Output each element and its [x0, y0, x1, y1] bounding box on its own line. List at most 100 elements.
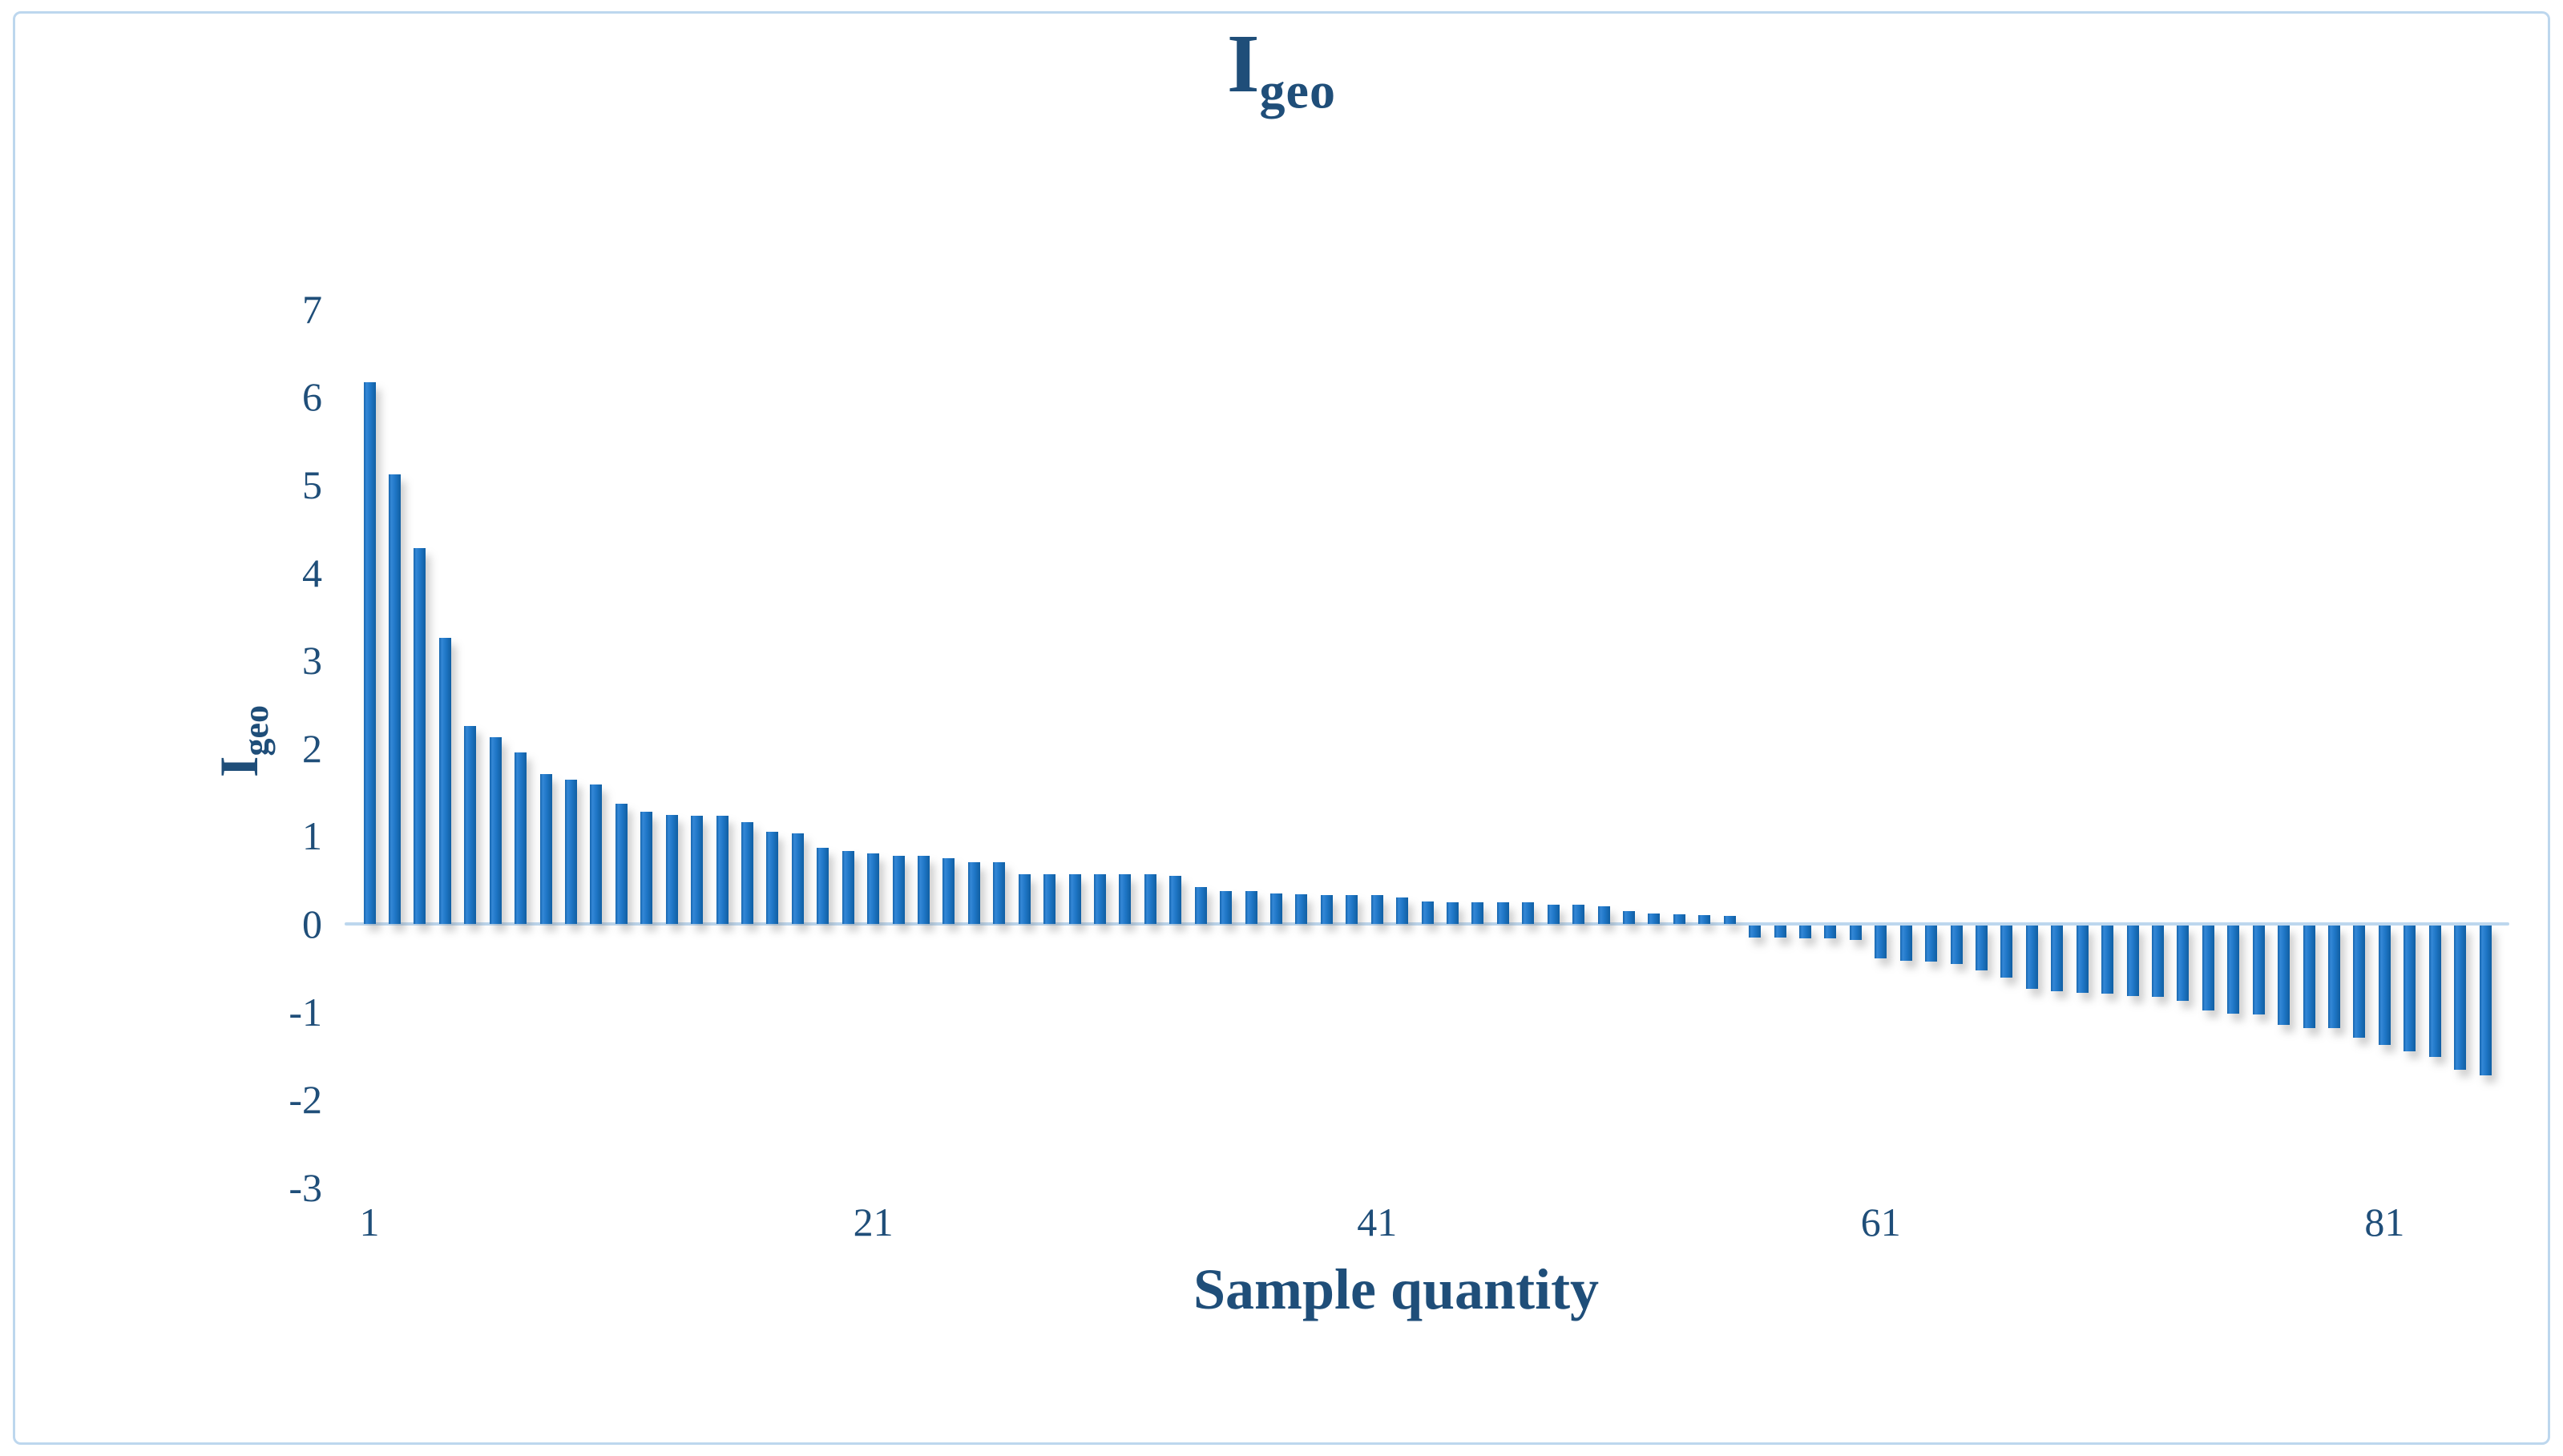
bar-sample-79 [2328, 926, 2341, 1029]
bar-sample-1 [363, 381, 376, 924]
bar-sample-44 [1446, 901, 1459, 924]
bar-sample-4 [438, 637, 451, 924]
bar-sample-54 [1698, 915, 1711, 924]
bar-sample-47 [1522, 901, 1535, 924]
bar-sample-81 [2378, 926, 2391, 1046]
bar-sample-13 [665, 815, 678, 924]
bar-sample-73 [2177, 926, 2190, 1002]
bar-sample-52 [1648, 913, 1661, 924]
bar-sample-26 [993, 862, 1006, 924]
bar-sample-55 [1723, 916, 1736, 924]
bar-sample-59 [1824, 926, 1837, 939]
bar-sample-53 [1673, 914, 1685, 924]
bar-sample-5 [464, 726, 477, 924]
y-tick-label-0: 0 [302, 901, 322, 946]
y-tick-label-4: 4 [302, 550, 322, 595]
bar-sample-32 [1144, 873, 1156, 924]
bar-sample-31 [1119, 873, 1132, 924]
bar-sample-66 [2000, 926, 2013, 978]
bar-sample-51 [1623, 910, 1635, 924]
y-tick-label-6: 6 [302, 374, 322, 420]
chart-title-subscript: geo [1259, 62, 1336, 119]
bar-sample-49 [1572, 904, 1585, 924]
bar-sample-75 [2227, 926, 2240, 1014]
bar-sample-43 [1421, 901, 1434, 924]
bar-sample-50 [1597, 906, 1610, 924]
bar-sample-83 [2428, 926, 2441, 1058]
y-tick-label-2: 2 [302, 725, 322, 771]
bar-sample-77 [2278, 926, 2291, 1025]
bar-sample-25 [967, 862, 980, 924]
bar-sample-17 [766, 831, 779, 924]
chart-title: Igeo [0, 22, 2563, 120]
bar-sample-21 [867, 853, 880, 924]
bar-sample-48 [1547, 904, 1560, 924]
y-tick-label-7: 7 [302, 286, 322, 332]
x-axis-zero-line [345, 922, 2509, 926]
bar-sample-29 [1068, 873, 1081, 924]
bar-sample-12 [640, 811, 653, 924]
y-tick-label--1: -1 [289, 989, 322, 1035]
bar-sample-42 [1396, 897, 1409, 924]
bar-sample-85 [2479, 926, 2492, 1076]
bar-sample-69 [2076, 926, 2089, 994]
bar-sample-63 [1925, 926, 1938, 962]
bar-sample-78 [2303, 926, 2315, 1029]
bar-sample-71 [2126, 926, 2139, 996]
bar-sample-30 [1093, 873, 1106, 924]
bar-sample-37 [1269, 893, 1282, 924]
bar-sample-35 [1220, 891, 1233, 924]
bar-sample-7 [515, 752, 527, 924]
bar-sample-36 [1245, 891, 1257, 924]
bar-sample-2 [388, 474, 401, 924]
y-tick-label--3: -3 [289, 1164, 322, 1210]
bar-sample-9 [564, 780, 577, 924]
x-tick-label-61: 61 [1860, 1200, 1901, 1244]
bar-sample-84 [2454, 926, 2467, 1070]
bar-sample-74 [2202, 926, 2214, 1011]
bar-sample-10 [590, 784, 603, 924]
x-tick-label-41: 41 [1357, 1200, 1398, 1244]
bar-sample-46 [1496, 901, 1509, 924]
bar-sample-57 [1774, 926, 1786, 938]
chart-title-base: I [1227, 18, 1260, 110]
bar-sample-62 [1899, 926, 1912, 961]
figure-border [13, 11, 2550, 1445]
x-tick-label-81: 81 [2364, 1200, 2405, 1244]
bar-sample-56 [1749, 926, 1762, 938]
bar-sample-16 [741, 821, 753, 924]
bar-sample-60 [1849, 926, 1862, 940]
bar-sample-38 [1295, 893, 1308, 924]
bar-sample-11 [615, 803, 628, 924]
bar-sample-40 [1346, 894, 1358, 924]
bar-sample-64 [1950, 926, 1963, 965]
bar-sample-45 [1471, 901, 1484, 924]
bar-sample-41 [1370, 894, 1383, 924]
bar-sample-58 [1799, 926, 1811, 939]
bar-sample-34 [1194, 886, 1207, 924]
bar-sample-22 [892, 855, 905, 924]
bar-sample-28 [1043, 873, 1056, 924]
bar-sample-27 [1018, 873, 1031, 924]
bar-sample-68 [2051, 926, 2064, 992]
bar-sample-20 [842, 851, 854, 924]
bar-sample-82 [2404, 926, 2416, 1051]
bar-sample-8 [539, 773, 552, 924]
y-tick-label-3: 3 [302, 638, 322, 684]
y-tick-label-5: 5 [302, 462, 322, 507]
bar-sample-67 [2025, 926, 2038, 989]
bar-sample-80 [2353, 926, 2366, 1039]
bar-sample-39 [1320, 894, 1333, 924]
y-tick-label--2: -2 [289, 1077, 322, 1123]
bar-sample-33 [1169, 875, 1182, 924]
y-tick-label-1: 1 [302, 813, 322, 859]
bar-sample-23 [917, 855, 930, 924]
bar-sample-61 [1875, 926, 1887, 958]
bar-sample-18 [791, 833, 804, 924]
bar-sample-76 [2252, 926, 2265, 1014]
bar-sample-70 [2101, 926, 2114, 994]
x-tick-label-21: 21 [853, 1200, 894, 1244]
bar-sample-6 [489, 736, 502, 924]
bar-sample-72 [2152, 926, 2165, 997]
